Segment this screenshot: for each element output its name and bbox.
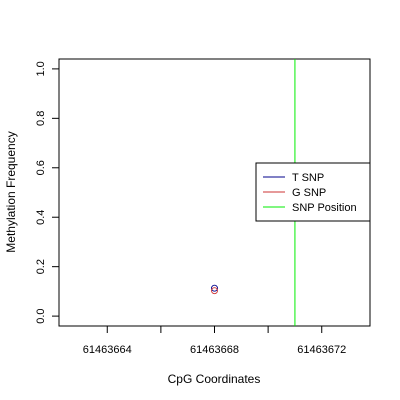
y-tick-label: 0.4 [35,210,47,225]
y-tick-label: 0.6 [35,160,47,175]
data-point-g-snp [211,287,218,295]
y-tick-label: 0.0 [35,308,47,323]
legend-label-g-snp: G SNP [292,187,326,199]
x-tick-label: 61463668 [190,344,239,356]
x-axis: 61463664 61463668 61463672 [83,326,346,356]
y-axis: 0.0 0.2 0.4 0.6 0.8 1.0 [35,61,59,324]
legend: T SNP G SNP SNP Position [255,162,371,222]
x-tick-label: 61463672 [297,344,346,356]
legend-label-snp-position: SNP Position [292,202,357,214]
x-axis-title: CpG Coordinates [168,372,261,386]
legend-label-t-snp: T SNP [292,172,324,184]
y-tick-label: 0.8 [35,111,47,126]
x-tick-label: 61463664 [83,344,132,356]
data-point-t-snp [211,284,218,292]
y-tick-label: 0.2 [35,259,47,274]
y-axis-title: Methylation Frequency [4,131,18,252]
y-tick-label: 1.0 [35,61,47,76]
data-points [211,284,218,295]
